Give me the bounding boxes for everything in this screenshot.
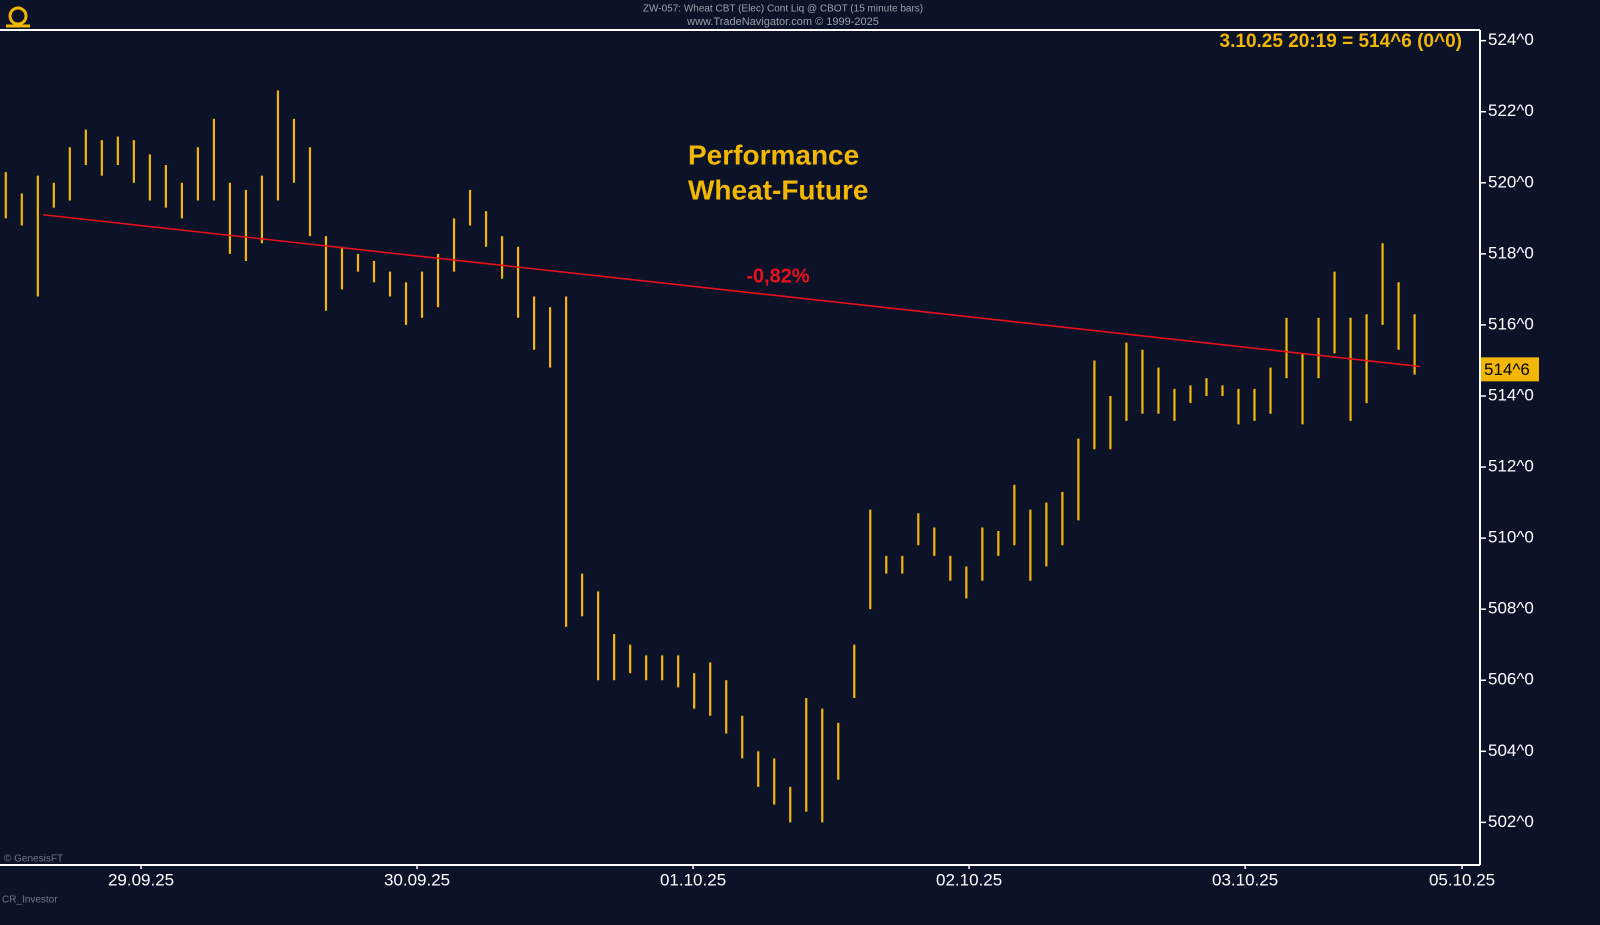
credit: © GenesisFT (4, 854, 63, 865)
y-tick-label: 506^0 (1488, 670, 1534, 689)
credit: CR_Investor (2, 895, 58, 906)
chart-title: ZW-057: Wheat CBT (Elec) Cont Liq @ CBOT… (643, 4, 923, 15)
y-tick-label: 502^0 (1488, 812, 1534, 831)
x-tick-label: 05.10.25 (1429, 870, 1495, 889)
x-tick-label: 03.10.25 (1212, 870, 1278, 889)
trend-line (42, 213, 1421, 368)
logo (6, 6, 30, 28)
annotation: Performance (688, 139, 859, 170)
x-tick-label: 02.10.25 (936, 870, 1002, 889)
annotation: Wheat-Future (688, 174, 868, 205)
x-tick-label: 30.09.25 (384, 870, 450, 889)
y-tick-label: 516^0 (1488, 314, 1534, 333)
last-price-label: 514^6 (1484, 360, 1530, 379)
y-tick-label: 504^0 (1488, 741, 1534, 760)
y-tick-label: 520^0 (1488, 172, 1534, 191)
y-tick-label: 522^0 (1488, 101, 1534, 120)
trend-label: -0,82% (746, 265, 810, 287)
y-tick-label: 510^0 (1488, 528, 1534, 547)
price-readout: 3.10.25 20:19 = 514^6 (0^0) (1220, 31, 1462, 52)
y-tick-label: 512^0 (1488, 457, 1534, 476)
x-tick-label: 01.10.25 (660, 870, 726, 889)
chart-subtitle: www.TradeNavigator.com © 1999-2025 (686, 16, 879, 28)
last-price-box (1481, 357, 1539, 382)
y-tick-label: 518^0 (1488, 243, 1534, 262)
x-tick-label: 29.09.25 (108, 870, 174, 889)
y-tick-label: 524^0 (1488, 30, 1534, 49)
y-tick-label: 514^0 (1488, 385, 1534, 404)
y-tick-label: 508^0 (1488, 599, 1534, 618)
